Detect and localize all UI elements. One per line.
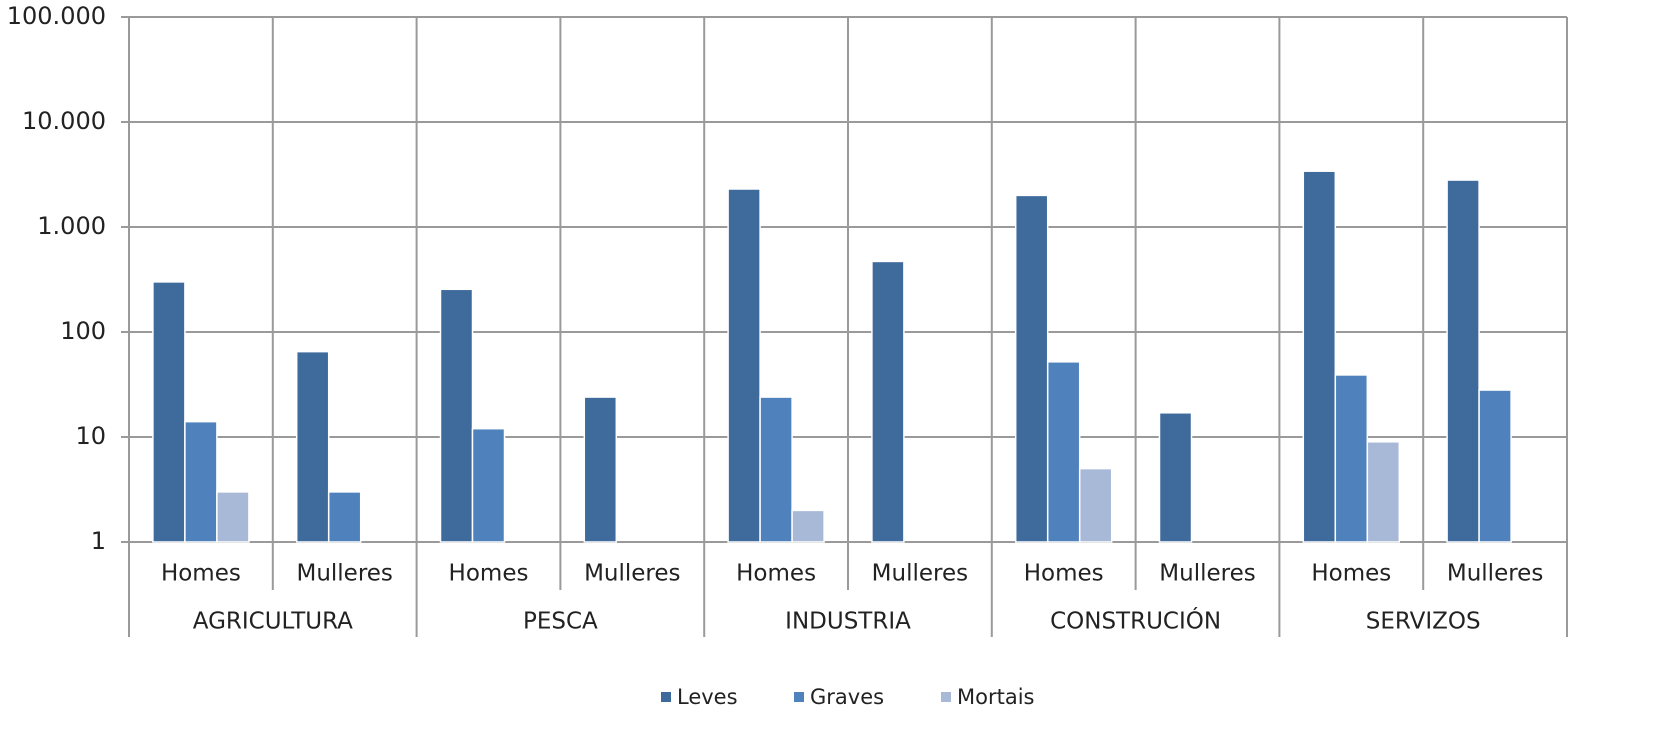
y-tick-label: 100 bbox=[60, 317, 106, 345]
bar bbox=[1014, 194, 1049, 543]
bar bbox=[1334, 374, 1369, 543]
group-label: CONSTRUCIÓN bbox=[1050, 607, 1221, 635]
bar bbox=[327, 491, 362, 543]
x-tick-label: Mulleres bbox=[1159, 561, 1255, 587]
x-tick-label: Mulleres bbox=[584, 561, 680, 587]
bar bbox=[1478, 389, 1512, 543]
x-tick-label: Homes bbox=[161, 561, 241, 587]
y-tick-label: 10.000 bbox=[22, 107, 106, 135]
y-tick-label: 10 bbox=[75, 422, 106, 450]
legend-swatch bbox=[794, 692, 804, 702]
bar bbox=[1302, 170, 1337, 543]
y-tick-label: 1 bbox=[91, 527, 106, 555]
x-tick-label: Mulleres bbox=[872, 561, 968, 587]
group-label: SERVIZOS bbox=[1366, 609, 1481, 635]
bar bbox=[1366, 441, 1401, 543]
group-label: INDUSTRIA bbox=[785, 609, 911, 635]
bar bbox=[184, 420, 218, 543]
legend-label: Mortais bbox=[957, 685, 1034, 709]
bar bbox=[439, 288, 474, 543]
x-tick-label: Mulleres bbox=[1447, 561, 1543, 587]
group-label: PESCA bbox=[523, 609, 598, 635]
bar bbox=[791, 509, 825, 543]
bar bbox=[471, 427, 506, 543]
bar bbox=[727, 188, 761, 543]
y-tick-label: 1.000 bbox=[37, 212, 106, 240]
bar bbox=[871, 260, 905, 543]
bar bbox=[1046, 361, 1081, 543]
group-label: AGRICULTURA bbox=[193, 609, 353, 635]
bar bbox=[1078, 467, 1113, 543]
bar bbox=[759, 396, 793, 543]
bar bbox=[152, 281, 186, 543]
x-tick-label: Homes bbox=[736, 561, 816, 587]
x-tick-label: Mulleres bbox=[296, 561, 392, 587]
x-tick-label: Homes bbox=[449, 561, 529, 587]
x-tick-label: Homes bbox=[1311, 561, 1391, 587]
legend-swatch bbox=[661, 692, 671, 702]
legend-swatch bbox=[941, 692, 951, 702]
bar bbox=[583, 396, 618, 543]
bar bbox=[216, 491, 250, 543]
legend-label: Graves bbox=[810, 685, 884, 709]
bar bbox=[295, 350, 330, 543]
legend-label: Leves bbox=[677, 685, 738, 709]
x-tick-label: Homes bbox=[1024, 561, 1104, 587]
y-tick-label: 100.000 bbox=[7, 2, 106, 30]
bar bbox=[1158, 412, 1193, 543]
bar bbox=[1446, 179, 1480, 543]
